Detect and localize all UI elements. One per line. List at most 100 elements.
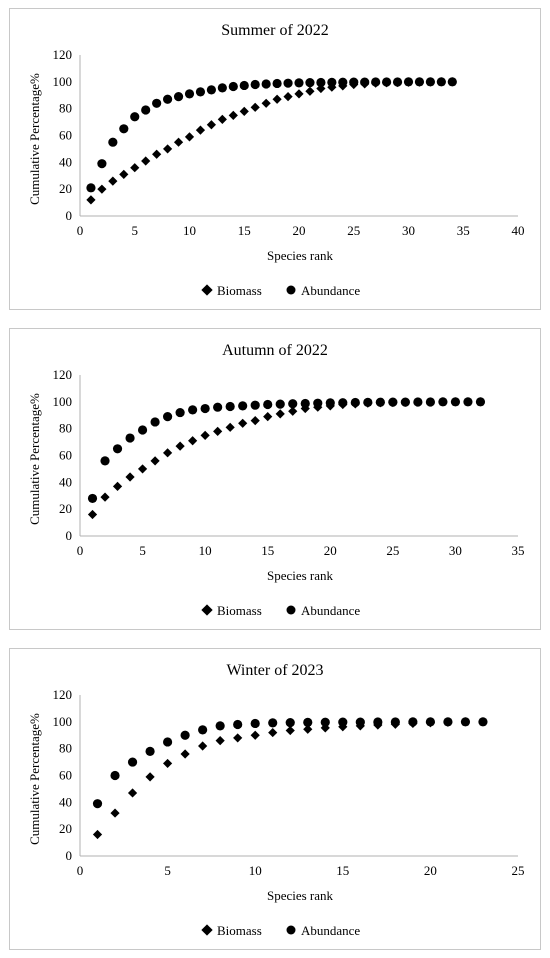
data-point-diamond <box>316 83 326 94</box>
data-point-circle <box>261 79 271 89</box>
data-point-circle <box>110 770 120 781</box>
chart-panel-summer-2022: Summer of 2022 0 20 40 60 80 100 120 0 5 10 15 20 25… <box>9 8 541 310</box>
data-point-circle <box>213 402 223 412</box>
data-point-circle <box>460 717 471 727</box>
data-point-circle <box>100 456 110 466</box>
data-point-circle <box>360 77 370 87</box>
chart-svg: Autumn of 2022 0 20 40 60 80 100 120 0 5 10 15 20 25… <box>27 342 525 618</box>
data-point-circle <box>285 718 295 728</box>
legend-marker-circle <box>286 285 296 295</box>
data-point-circle <box>288 399 298 409</box>
y-tick-label: 80 <box>59 421 72 436</box>
data-point-circle <box>163 737 173 747</box>
data-point-diamond <box>327 82 337 92</box>
y-axis-label: Cumulative Percentage% <box>27 393 42 525</box>
data-point-circle <box>188 405 198 415</box>
data-point-circle <box>97 159 107 169</box>
data-point-diamond <box>184 132 195 142</box>
data-point-circle <box>108 137 118 147</box>
data-point-diamond <box>108 176 118 186</box>
x-tick-label: 35 <box>457 223 470 238</box>
data-point-circle <box>436 77 446 87</box>
data-point-diamond <box>225 422 235 432</box>
legend-marker-diamond <box>201 604 213 616</box>
data-point-diamond <box>250 102 260 112</box>
data-point-circle <box>198 725 208 735</box>
chart-panel-winter-2023: Winter of 2023 0 20 40 60 80 100 120 0 5 10 15 20 25… <box>9 648 541 950</box>
data-point-circle <box>250 79 260 90</box>
chart-svg: Summer of 2022 0 20 40 60 80 100 120 0 5 10 15 20 25… <box>27 22 525 298</box>
data-point-circle <box>239 80 249 91</box>
data-point-diamond <box>137 464 148 474</box>
data-point-circle <box>400 397 410 407</box>
data-point-circle <box>425 397 435 407</box>
x-tick-label: 40 <box>512 223 525 238</box>
data-point-circle <box>130 112 140 122</box>
x-tick-label: 15 <box>238 223 251 238</box>
y-tick-label: 20 <box>59 501 72 516</box>
data-point-circle <box>371 77 381 87</box>
data-point-circle <box>119 124 129 134</box>
data-point-circle <box>200 403 210 414</box>
data-point-circle <box>425 77 435 87</box>
x-tick-label: 30 <box>449 543 462 558</box>
data-point-circle <box>363 397 373 407</box>
data-point-diamond <box>175 441 185 451</box>
data-point-circle <box>180 730 190 740</box>
data-point-circle <box>152 98 162 108</box>
data-point-circle <box>355 717 365 727</box>
x-tick-label: 30 <box>402 223 415 238</box>
y-tick-label: 100 <box>53 714 73 729</box>
data-point-diamond <box>239 106 249 116</box>
legend-label-abundance: Abundance <box>301 923 360 938</box>
data-point-circle <box>300 398 310 409</box>
data-point-circle <box>338 717 348 727</box>
chart-title: Summer of 2022 <box>221 22 329 39</box>
data-point-diamond <box>141 156 151 166</box>
data-point-circle <box>272 78 282 89</box>
data-point-diamond <box>238 418 248 428</box>
series-biomass <box>86 77 457 205</box>
data-point-diamond <box>272 94 282 104</box>
data-point-diamond <box>320 723 330 733</box>
data-point-circle <box>316 77 326 88</box>
data-point-diamond <box>173 137 184 147</box>
data-point-diamond <box>217 114 227 124</box>
data-point-circle <box>478 717 488 727</box>
x-tick-label: 0 <box>77 863 84 878</box>
data-point-circle <box>206 85 216 95</box>
y-tick-label: 120 <box>53 367 73 382</box>
legend: Biomass Abundance <box>201 923 360 938</box>
legend: Biomass Abundance <box>201 283 360 298</box>
data-point-diamond <box>86 195 96 205</box>
series-abundance <box>92 717 488 809</box>
y-tick-label: 0 <box>66 528 73 543</box>
chart-title: Autumn of 2022 <box>222 342 328 359</box>
legend-marker-diamond <box>201 924 213 936</box>
data-point-diamond <box>275 409 285 419</box>
x-tick-label: 20 <box>324 543 337 558</box>
data-point-circle <box>184 89 195 99</box>
data-point-circle <box>392 77 403 87</box>
data-point-diamond <box>283 91 293 102</box>
y-tick-label: 80 <box>59 101 72 116</box>
legend-label-biomass: Biomass <box>217 603 262 618</box>
data-point-circle <box>217 83 227 93</box>
data-point-circle <box>125 433 135 443</box>
data-point-circle <box>425 717 435 727</box>
legend-marker-circle <box>286 605 296 615</box>
data-point-circle <box>338 77 348 87</box>
x-tick-label: 25 <box>512 863 525 878</box>
data-point-circle <box>349 77 359 87</box>
y-tick-label: 60 <box>59 448 72 463</box>
data-point-circle <box>137 425 148 435</box>
x-tick-label: 0 <box>77 543 84 558</box>
chart-panel-autumn-2022: Autumn of 2022 0 20 40 60 80 100 120 0 5 10 15 20 25… <box>9 328 541 630</box>
y-tick-label: 40 <box>59 474 72 489</box>
y-tick-label: 20 <box>59 181 72 196</box>
data-point-circle <box>87 493 98 504</box>
data-point-circle <box>327 77 337 87</box>
series-biomass <box>92 717 488 840</box>
data-point-circle <box>141 105 151 115</box>
data-point-diamond <box>228 110 238 120</box>
